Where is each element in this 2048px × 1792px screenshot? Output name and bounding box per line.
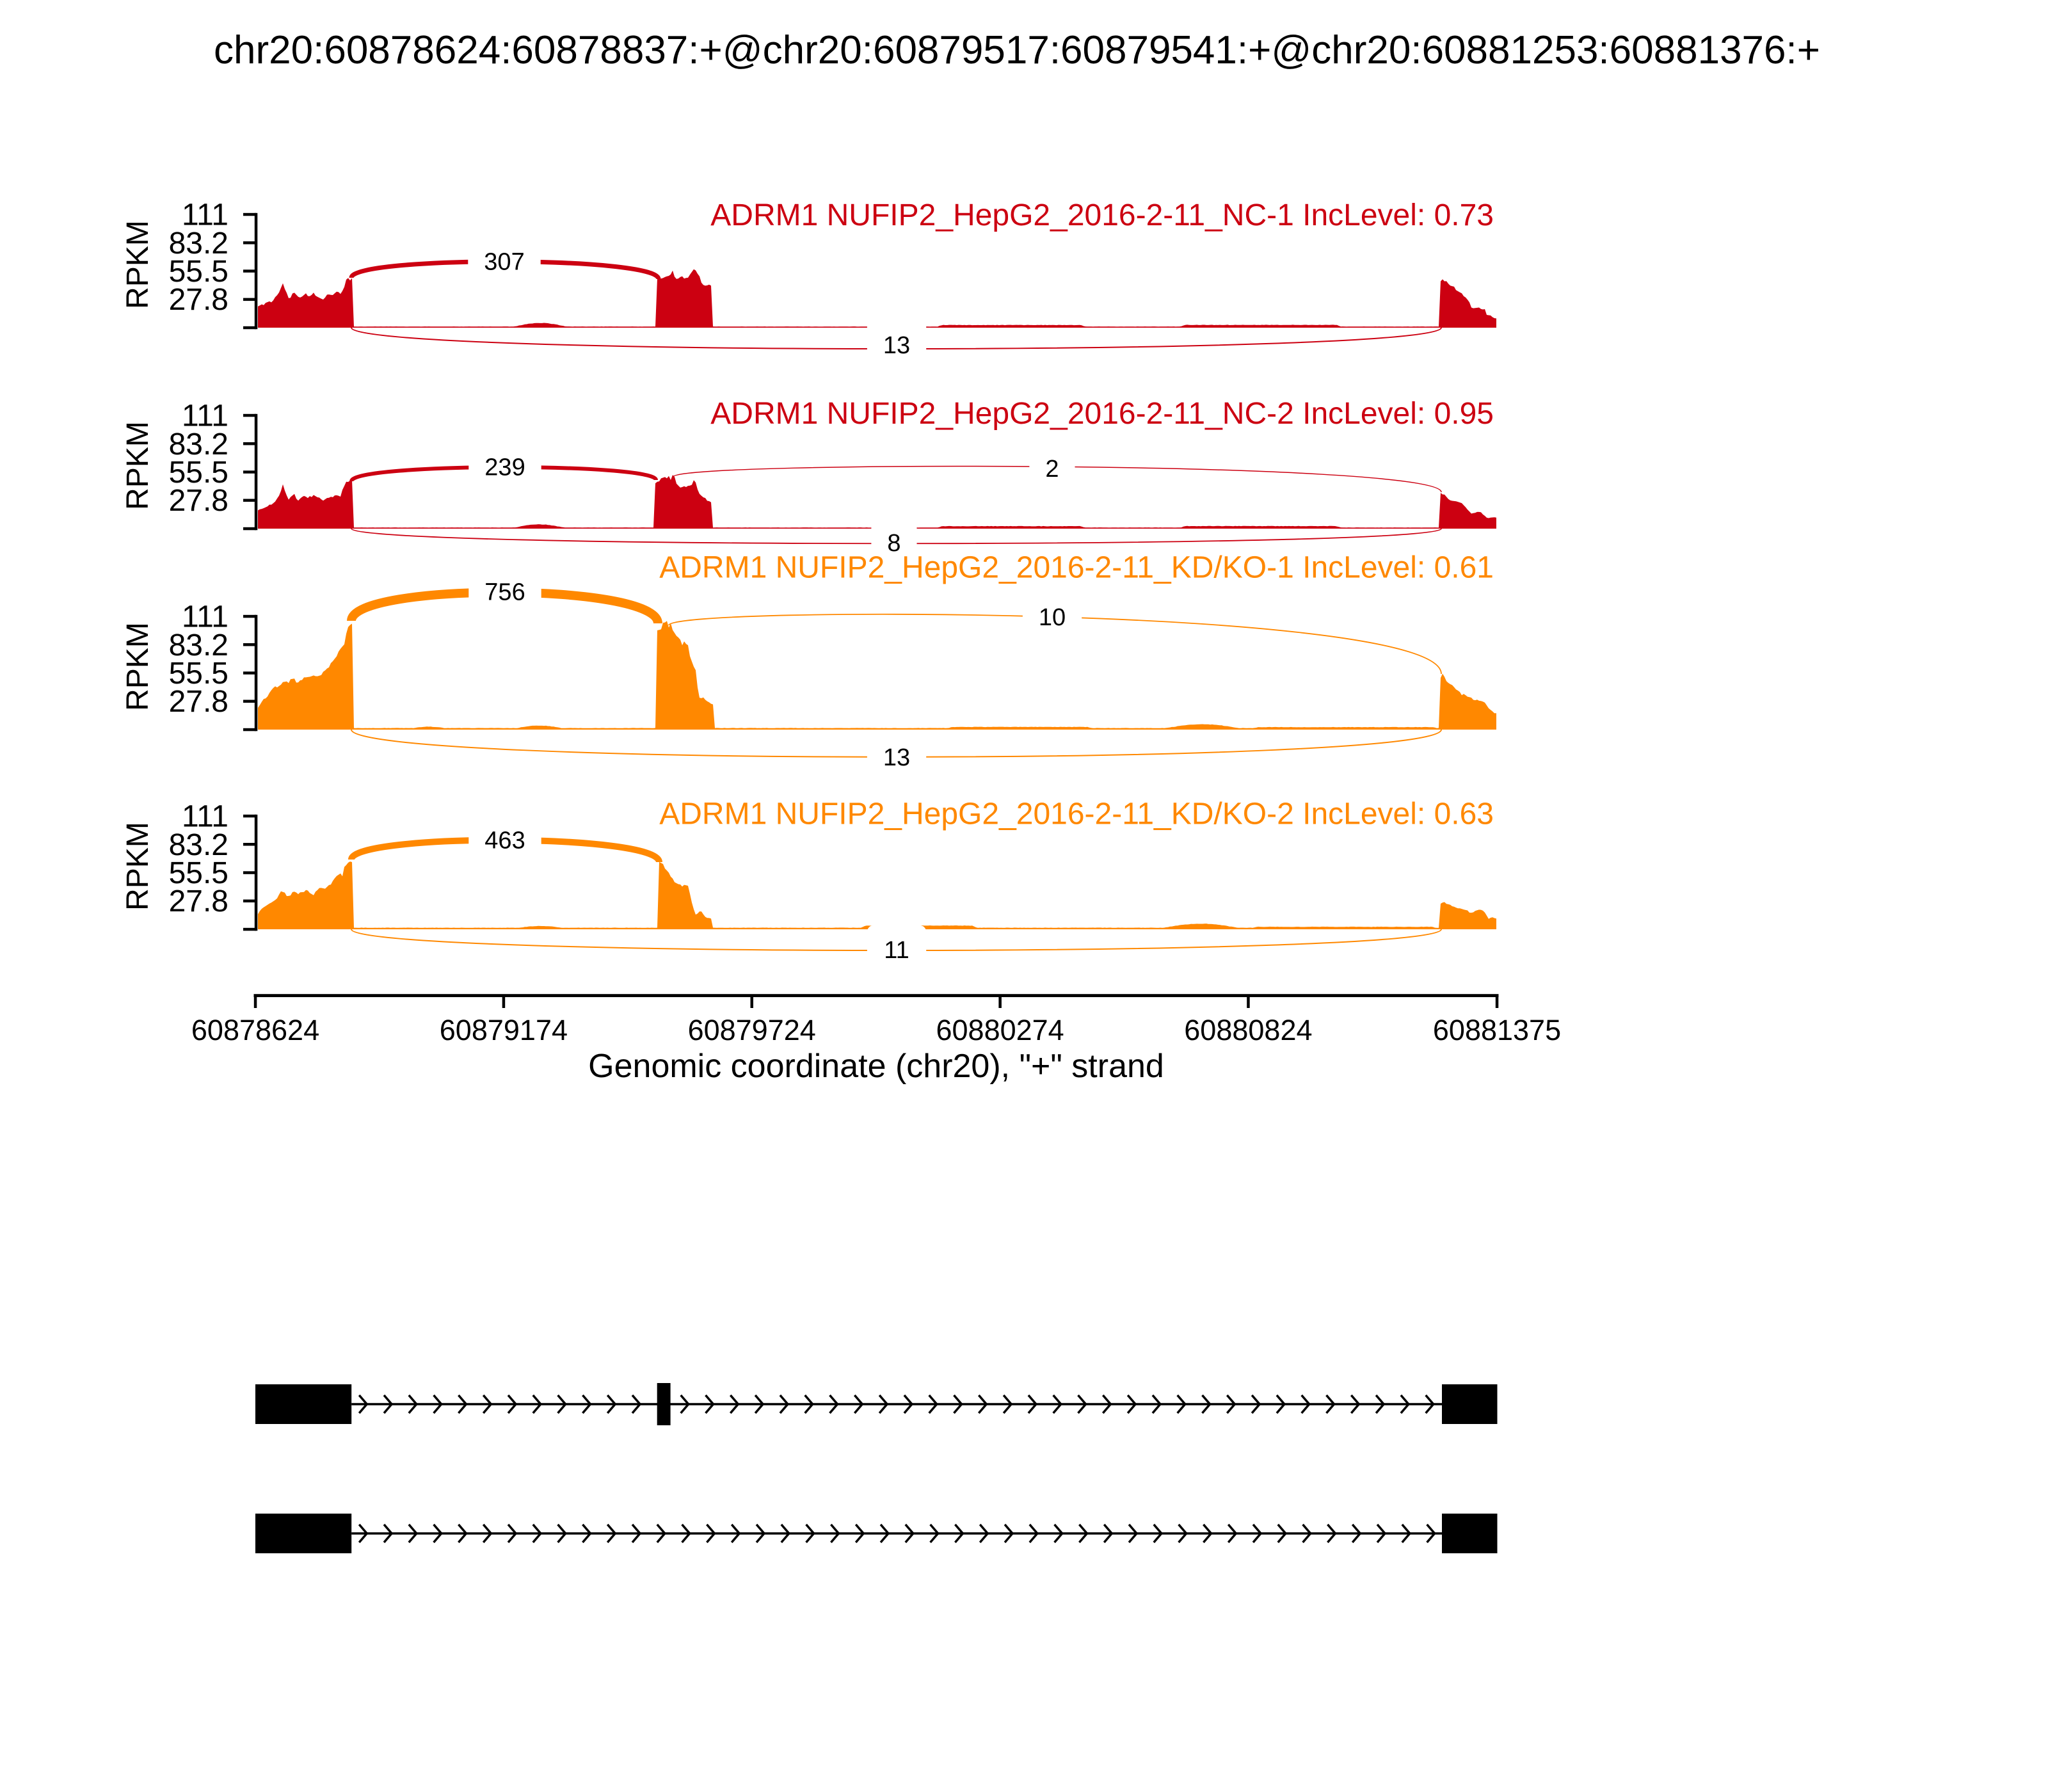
svg-text:111: 111	[182, 600, 228, 634]
svg-text:55.5: 55.5	[169, 456, 228, 490]
svg-text:ADRM1 NUFIP2_HepG2_2016-2-11_K: ADRM1 NUFIP2_HepG2_2016-2-11_KD/KO-2 Inc…	[659, 797, 1494, 831]
svg-text:60880274: 60880274	[936, 1014, 1064, 1046]
svg-text:13: 13	[883, 332, 910, 359]
svg-text:27.8: 27.8	[169, 484, 228, 518]
svg-text:60879174: 60879174	[440, 1014, 568, 1046]
svg-text:60881375: 60881375	[1433, 1014, 1561, 1046]
svg-text:55.5: 55.5	[169, 255, 228, 289]
svg-text:83.2: 83.2	[169, 628, 228, 662]
svg-text:27.8: 27.8	[169, 685, 228, 719]
svg-text:10: 10	[1039, 604, 1066, 631]
svg-text:83.2: 83.2	[169, 227, 228, 260]
svg-text:ADRM1 NUFIP2_HepG2_2016-2-11_N: ADRM1 NUFIP2_HepG2_2016-2-11_NC-1 IncLev…	[710, 198, 1494, 232]
svg-text:83.2: 83.2	[169, 428, 228, 461]
svg-text:chr20:60878624:60878837:+@chr2: chr20:60878624:60878837:+@chr20:60879517…	[214, 28, 1820, 72]
svg-text:Genomic coordinate (chr20), "+: Genomic coordinate (chr20), "+" strand	[588, 1048, 1164, 1085]
svg-text:60879724: 60879724	[688, 1014, 816, 1046]
svg-text:83.2: 83.2	[169, 828, 228, 862]
svg-text:27.8: 27.8	[169, 884, 228, 918]
svg-text:111: 111	[182, 800, 228, 834]
svg-text:60880824: 60880824	[1184, 1014, 1312, 1046]
svg-text:RPKM: RPKM	[121, 622, 155, 711]
svg-text:2: 2	[1045, 456, 1059, 483]
svg-text:8: 8	[887, 530, 900, 557]
svg-text:60878624: 60878624	[191, 1014, 319, 1046]
svg-text:111: 111	[182, 399, 228, 433]
svg-text:27.8: 27.8	[169, 283, 228, 317]
svg-text:RPKM: RPKM	[121, 822, 155, 911]
svg-text:307: 307	[484, 249, 524, 276]
svg-text:RPKM: RPKM	[121, 220, 155, 309]
svg-text:RPKM: RPKM	[121, 421, 155, 510]
svg-text:11: 11	[884, 937, 909, 964]
svg-text:55.5: 55.5	[169, 856, 228, 890]
svg-text:13: 13	[883, 744, 910, 771]
svg-text:239: 239	[484, 454, 525, 481]
svg-text:55.5: 55.5	[169, 657, 228, 691]
svg-text:ADRM1 NUFIP2_HepG2_2016-2-11_N: ADRM1 NUFIP2_HepG2_2016-2-11_NC-2 IncLev…	[710, 397, 1494, 431]
svg-text:ADRM1 NUFIP2_HepG2_2016-2-11_K: ADRM1 NUFIP2_HepG2_2016-2-11_KD/KO-1 Inc…	[659, 551, 1494, 585]
svg-text:463: 463	[484, 828, 525, 854]
svg-text:111: 111	[182, 198, 228, 232]
svg-text:756: 756	[484, 579, 525, 606]
